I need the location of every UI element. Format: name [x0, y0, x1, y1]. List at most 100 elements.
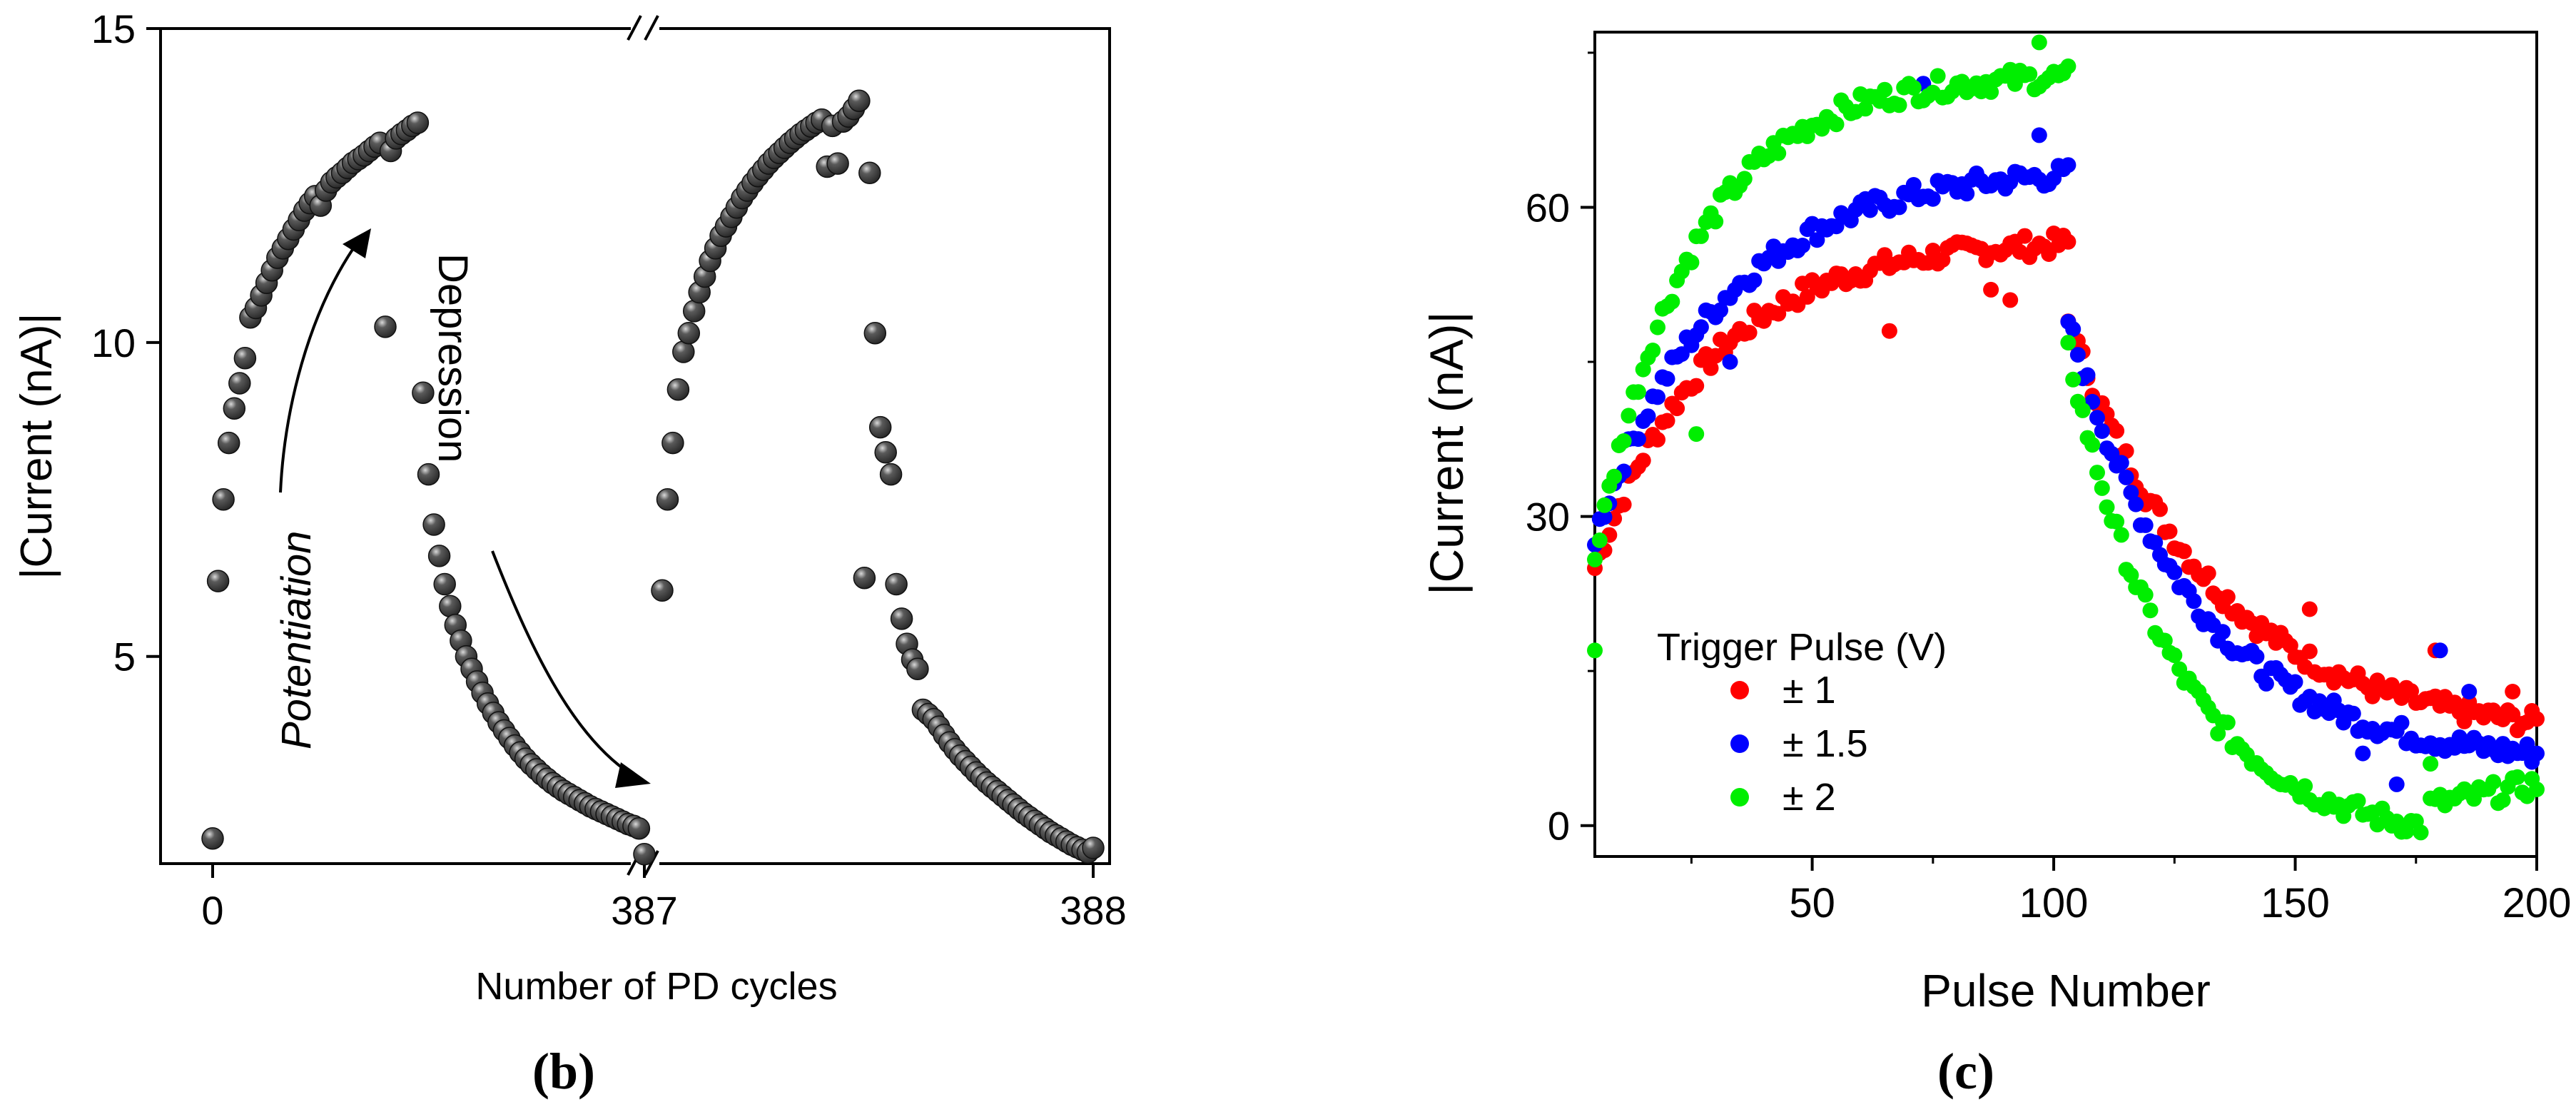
data-point [1650, 432, 1665, 448]
data-point [228, 372, 251, 395]
data-point [2166, 564, 2183, 580]
data-point [2166, 647, 2183, 664]
y-tick-label: 15 [91, 6, 136, 51]
data-point [201, 827, 224, 850]
data-point [2200, 565, 2216, 582]
data-point [2529, 711, 2545, 727]
data-point [1983, 281, 1999, 298]
x-tick-label: 100 [2019, 880, 2089, 926]
data-point [233, 347, 257, 370]
data-point [1881, 323, 1897, 339]
x-tick-label: 387 [611, 888, 677, 933]
data-point [2156, 632, 2173, 649]
y-tick-label: 60 [1526, 185, 1570, 230]
data-point [2509, 769, 2525, 785]
data-point [2466, 791, 2482, 807]
data-point [1862, 202, 1878, 218]
potentiation-arrowhead [343, 228, 371, 258]
data-point [1891, 199, 1907, 216]
data-point [1877, 81, 1893, 98]
data-point [212, 488, 235, 511]
data-point [848, 89, 871, 112]
data-point [433, 572, 456, 596]
data-point [1621, 408, 1637, 424]
data-point [1795, 238, 1811, 253]
y-tick-label: 10 [91, 320, 136, 365]
data-point [1905, 79, 1922, 96]
data-point [1688, 378, 1705, 394]
data-point [1606, 468, 1623, 485]
panel-b-label: (b) [532, 1043, 595, 1100]
data-point [2161, 523, 2178, 540]
data-point [2413, 824, 2429, 841]
data-point [1934, 252, 1951, 268]
data-point [633, 843, 656, 866]
data-point [2074, 402, 2091, 418]
legend-marker [1730, 734, 1749, 753]
data-point [1828, 116, 1845, 133]
data-point [2219, 589, 2236, 605]
data-point [1708, 213, 1724, 230]
data-point [2022, 66, 2038, 82]
data-point [1959, 186, 1975, 202]
data-point [2432, 642, 2448, 659]
data-point [1650, 389, 1665, 405]
data-point [1857, 101, 1874, 117]
panel-c-points [1587, 34, 2545, 841]
data-point [1925, 191, 1941, 207]
data-point [1736, 171, 1753, 187]
panel-c-x-axis-label: Pulse Number [1921, 965, 2211, 1016]
data-point [2113, 527, 2129, 543]
data-point [1703, 360, 1719, 376]
data-point [406, 111, 430, 134]
y-tick-label: 5 [113, 635, 136, 679]
data-point [672, 340, 695, 363]
data-point [1746, 272, 1763, 288]
data-point [1635, 361, 1651, 378]
data-point [1630, 431, 1646, 448]
data-point [2388, 776, 2405, 792]
data-point [1616, 433, 1632, 449]
y-tick-label: 0 [1548, 804, 1570, 849]
data-point [223, 397, 246, 420]
data-point [1799, 288, 1815, 305]
panel-b-y-axis-label: |Current (nA)| [12, 313, 61, 579]
data-point [661, 431, 684, 455]
panel-b-chart: 5 10 15 0 387 388 Potentiation Depression |C… [12, 6, 1127, 1100]
data-point [1669, 400, 1685, 417]
data-point [1770, 145, 1787, 161]
data-point [1925, 243, 1941, 258]
data-point [374, 315, 397, 338]
data-point [2060, 233, 2076, 250]
data-point [1693, 319, 1709, 335]
data-point [2485, 774, 2502, 790]
data-point [2094, 423, 2110, 439]
depression-arrow [491, 550, 633, 776]
legend-marker [1730, 788, 1749, 807]
data-point [1688, 426, 1705, 443]
data-point [2147, 535, 2164, 551]
data-point [2137, 517, 2154, 533]
data-point [2128, 496, 2144, 512]
panel-b-x-ticks: 0 387 388 [201, 864, 1127, 933]
axis-break-mark [627, 15, 642, 41]
data-point [2297, 778, 2313, 794]
data-point [2060, 157, 2076, 173]
data-point [1630, 384, 1646, 400]
data-point [2055, 65, 2072, 81]
data-point [1809, 232, 1825, 248]
data-point [2176, 543, 2192, 560]
data-point [2186, 593, 2202, 610]
data-point [2505, 684, 2521, 699]
data-point [2301, 643, 2318, 659]
data-point [858, 161, 881, 185]
data-point [879, 463, 903, 486]
panel-c-chart: 0 30 60 50 100 150 200 |Current (nA)| Pulse N… [1420, 31, 2571, 1100]
data-point [2084, 437, 2101, 453]
data-point [412, 381, 435, 404]
panel-b-points [201, 89, 1105, 866]
data-point [1983, 84, 1999, 100]
data-point [2171, 661, 2188, 677]
data-point [417, 463, 440, 486]
data-point [2031, 34, 2047, 51]
